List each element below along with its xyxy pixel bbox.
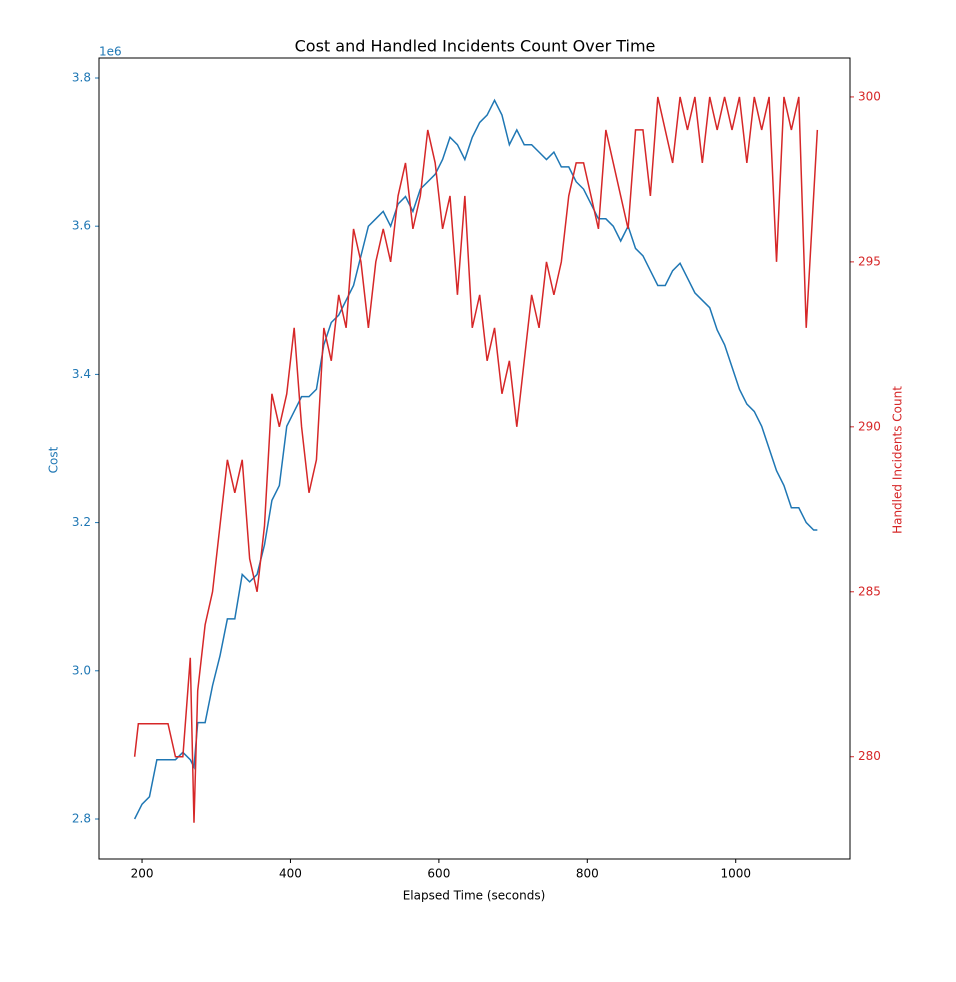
y-tick-label: 3.6 xyxy=(72,219,91,233)
y2-axis-label: Handled Incidents Count xyxy=(891,386,905,534)
x-tick-label: 400 xyxy=(279,867,302,881)
plot-frame xyxy=(98,57,851,860)
y-tick-label: 3.0 xyxy=(72,663,91,677)
y2-tick-label: 290 xyxy=(858,419,881,433)
y-tick-label: 3.8 xyxy=(72,71,91,85)
series-line xyxy=(133,98,818,820)
y-tick-label: 3.4 xyxy=(72,367,91,381)
y2-tick-label: 300 xyxy=(858,89,881,103)
x-tick-label: 800 xyxy=(576,867,599,881)
y-offset-label: 1e6 xyxy=(99,45,122,59)
y-axis-label: Cost xyxy=(47,446,61,473)
y-tick-label: 3.2 xyxy=(72,515,91,529)
series-line xyxy=(133,96,819,823)
y2-tick-label: 280 xyxy=(858,749,881,763)
x-tick-label: 1000 xyxy=(720,867,751,881)
x-tick-label: 200 xyxy=(131,867,154,881)
x-tick-label: 600 xyxy=(427,867,450,881)
y-tick-label: 2.8 xyxy=(72,811,91,825)
y2-tick-label: 295 xyxy=(858,254,881,268)
chart-title: Cost and Handled Incidents Count Over Ti… xyxy=(295,37,656,56)
x-axis-label: Elapsed Time (seconds) xyxy=(403,889,546,903)
y2-tick-label: 285 xyxy=(858,584,881,598)
